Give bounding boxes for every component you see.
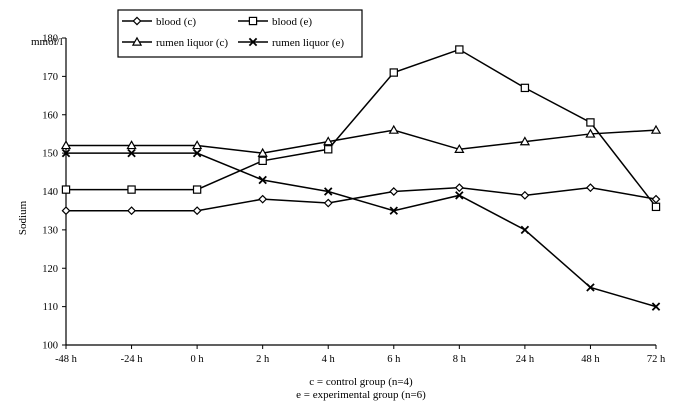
data-point xyxy=(520,190,530,200)
legend-entry: rumen liquor (c) xyxy=(122,36,228,49)
data-point xyxy=(192,206,202,216)
legend-box xyxy=(117,9,363,58)
data-point xyxy=(519,136,531,146)
data-point xyxy=(127,206,137,216)
data-point xyxy=(61,185,71,194)
data-point xyxy=(60,140,72,150)
data-point xyxy=(389,187,399,196)
series-line xyxy=(66,186,657,212)
y-tick-label: 110 xyxy=(43,302,58,313)
data-point xyxy=(324,145,333,154)
series-triangle xyxy=(60,124,662,157)
series-line xyxy=(66,152,657,308)
series-line xyxy=(66,129,657,154)
legend-marker xyxy=(248,37,258,47)
y-axis-unit: mmol/l xyxy=(31,36,63,48)
data-point xyxy=(455,45,464,54)
x-tick-label: 72 h xyxy=(647,354,666,365)
data-point xyxy=(586,118,595,127)
y-axis-label: Sodium xyxy=(17,200,29,235)
axes: 100 110 120 130 140 150 160 170 180 -48 h -24 h 0 h… xyxy=(42,34,666,366)
legend-entry: blood (c) xyxy=(122,16,196,28)
data-point xyxy=(323,136,334,146)
x-tick-label: 6 h xyxy=(387,354,401,365)
series-x xyxy=(61,148,661,311)
x-tick-label: 2 h xyxy=(256,354,270,365)
data-point xyxy=(651,194,661,204)
data-point xyxy=(323,187,333,196)
data-point xyxy=(388,124,399,134)
series-square xyxy=(61,45,661,212)
y-tick-label: 130 xyxy=(42,225,58,236)
y-tick-label: 120 xyxy=(42,264,58,275)
data-point xyxy=(127,185,136,194)
data-point xyxy=(126,140,137,150)
legend: blood (c) blood (e) rumen liquor (c) rumen … xyxy=(117,9,363,58)
data-point xyxy=(520,83,530,93)
legend-marker xyxy=(132,16,142,26)
y-tick-label: 140 xyxy=(42,187,58,198)
data-point xyxy=(389,206,399,215)
data-point xyxy=(258,194,268,204)
legend-marker xyxy=(248,16,258,26)
y-tick-label: 170 xyxy=(42,72,58,83)
data-point xyxy=(257,147,268,157)
data-point xyxy=(323,198,333,208)
data-point xyxy=(454,183,464,193)
legend-label: blood (e) xyxy=(272,16,312,28)
data-point xyxy=(61,206,71,216)
series-diamond xyxy=(61,183,661,216)
data-point xyxy=(258,175,267,185)
data-point xyxy=(258,156,267,165)
legend-marker xyxy=(131,36,143,46)
legend-label: rumen liquor (e) xyxy=(272,37,344,49)
y-tick-label: 100 xyxy=(42,341,58,352)
data-point xyxy=(520,225,530,235)
series-layer xyxy=(60,45,662,311)
data-point xyxy=(651,302,661,311)
data-point xyxy=(455,191,464,200)
y-tick-label: 150 xyxy=(42,149,58,160)
x-tick-label: 24 h xyxy=(516,354,535,365)
caption-experimental-group: e = experimental group (n=6) xyxy=(296,389,426,401)
y-tick-label: 180 xyxy=(42,34,58,45)
legend-label: blood (c) xyxy=(156,16,196,28)
legend-label: rumen liquor (c) xyxy=(156,37,228,49)
series-line xyxy=(66,48,657,208)
data-point xyxy=(651,202,661,212)
data-point xyxy=(192,185,202,194)
data-point xyxy=(192,148,202,158)
x-tick-label: 4 h xyxy=(322,354,336,365)
data-point xyxy=(585,183,595,193)
data-point xyxy=(389,68,398,77)
x-tick-label: -24 h xyxy=(121,354,144,365)
data-point xyxy=(61,148,71,158)
data-point xyxy=(454,143,465,153)
legend-entry: rumen liquor (e) xyxy=(238,37,344,49)
x-tick-label: 0 h xyxy=(191,354,205,365)
data-point xyxy=(191,140,203,150)
x-tick-label: -48 h xyxy=(55,354,78,365)
data-point xyxy=(127,148,136,158)
data-point xyxy=(585,128,596,138)
x-tick-label: 8 h xyxy=(453,354,467,365)
x-tick-label: 48 h xyxy=(581,354,600,365)
data-point xyxy=(650,124,662,134)
legend-entry: blood (e) xyxy=(238,16,312,28)
y-tick-label: 160 xyxy=(42,110,58,121)
caption-control-group: c = control group (n=4) xyxy=(309,376,413,388)
data-point xyxy=(586,283,595,292)
